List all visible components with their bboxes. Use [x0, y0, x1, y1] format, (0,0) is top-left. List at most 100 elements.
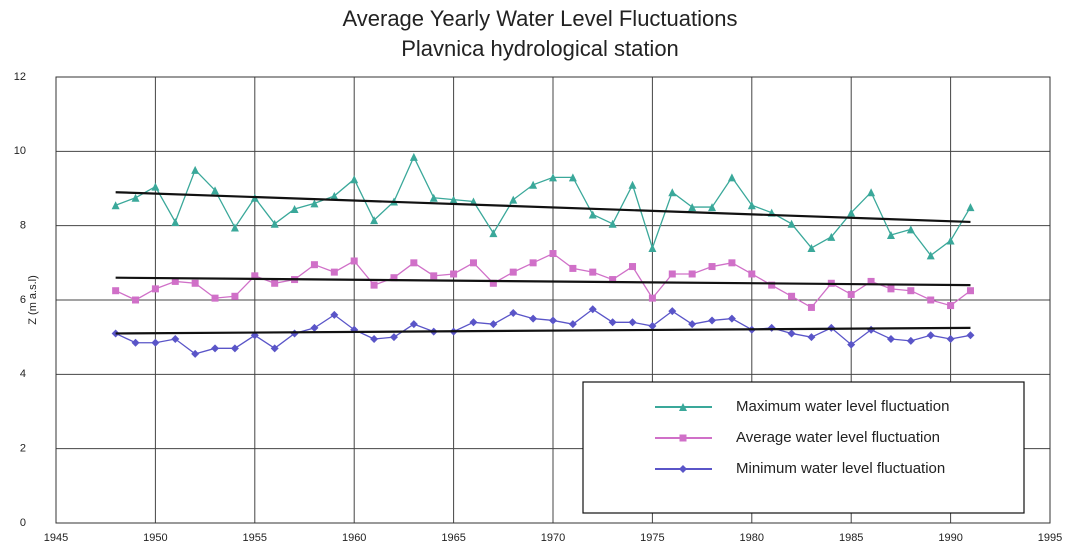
marker — [628, 318, 637, 327]
marker — [727, 173, 736, 182]
trend-line — [115, 276, 971, 287]
marker — [350, 257, 358, 265]
marker — [131, 193, 140, 202]
marker — [211, 294, 219, 302]
marker — [310, 261, 318, 269]
marker — [648, 322, 657, 331]
marker — [807, 303, 815, 311]
marker — [748, 270, 756, 278]
marker — [549, 173, 557, 182]
y-tick-label: 2 — [20, 443, 26, 455]
marker — [489, 320, 498, 329]
marker — [310, 199, 319, 208]
x-tick-label: 1980 — [740, 532, 764, 544]
marker — [390, 274, 398, 282]
marker — [370, 216, 379, 225]
marker — [847, 208, 856, 217]
marker — [529, 180, 538, 189]
marker — [568, 173, 577, 182]
marker — [947, 302, 955, 310]
marker — [410, 259, 418, 267]
marker — [679, 434, 687, 442]
marker — [151, 285, 159, 293]
marker — [489, 229, 498, 238]
marker — [569, 264, 577, 272]
marker — [927, 296, 935, 304]
marker — [131, 338, 140, 347]
marker — [549, 250, 557, 258]
marker — [966, 287, 974, 295]
marker — [509, 309, 518, 318]
marker — [151, 338, 160, 347]
marker — [847, 340, 856, 349]
marker — [688, 270, 696, 278]
marker — [230, 344, 239, 353]
marker — [807, 333, 816, 342]
y-tick-label: 0 — [20, 517, 26, 529]
marker — [211, 186, 220, 195]
marker — [787, 329, 796, 338]
marker — [946, 335, 955, 344]
marker — [966, 331, 975, 340]
y-tick-label: 12 — [14, 71, 26, 83]
marker — [668, 188, 677, 197]
marker — [132, 296, 140, 304]
y-tick-label: 6 — [20, 294, 26, 306]
marker — [409, 152, 418, 161]
trend-line — [115, 191, 971, 224]
legend-box — [582, 381, 1025, 514]
legend: Maximum water level fluctuation Average w… — [582, 381, 1025, 514]
marker — [469, 318, 478, 327]
marker — [112, 287, 120, 295]
marker — [867, 188, 876, 197]
marker — [727, 314, 736, 323]
marker — [788, 292, 796, 300]
marker — [668, 270, 676, 278]
plot-frame — [55, 76, 1051, 524]
marker — [708, 316, 717, 325]
marker — [429, 193, 438, 202]
marker — [310, 323, 319, 332]
marker — [409, 320, 418, 329]
marker — [450, 270, 458, 278]
marker — [768, 281, 776, 289]
marker — [171, 277, 179, 285]
x-tick-label: 1945 — [44, 532, 68, 544]
marker — [469, 259, 477, 267]
marker — [708, 263, 716, 271]
x-tick-label: 1965 — [441, 532, 465, 544]
marker — [926, 331, 935, 340]
x-tick-label: 1960 — [342, 532, 366, 544]
marker — [231, 292, 239, 300]
marker — [191, 165, 200, 174]
marker — [509, 268, 517, 276]
marker — [966, 203, 975, 212]
marker — [370, 281, 378, 289]
marker — [370, 335, 379, 344]
x-tick-label: 1970 — [541, 532, 565, 544]
marker — [509, 195, 518, 204]
marker — [767, 323, 776, 332]
y-tick-label: 8 — [20, 220, 26, 232]
marker — [648, 243, 657, 252]
marker — [330, 268, 338, 276]
y-axis-label: Z (m a.s.l) — [27, 275, 39, 325]
marker — [609, 276, 617, 284]
legend-label: Average water level fluctuation — [736, 429, 940, 446]
marker — [807, 243, 816, 252]
marker — [907, 287, 915, 295]
marker — [628, 180, 637, 189]
marker — [688, 320, 697, 329]
marker — [191, 279, 199, 287]
legend-label: Maximum water level fluctuation — [736, 398, 949, 415]
y-tick-label: 10 — [14, 145, 26, 157]
legend-label: Minimum water level fluctuation — [736, 460, 945, 477]
marker — [708, 203, 717, 212]
marker — [926, 251, 935, 260]
trend-line — [115, 326, 971, 335]
marker — [389, 333, 398, 342]
marker — [330, 191, 339, 200]
y-tick-label: 4 — [20, 368, 26, 380]
marker — [867, 277, 875, 285]
marker — [688, 203, 697, 212]
